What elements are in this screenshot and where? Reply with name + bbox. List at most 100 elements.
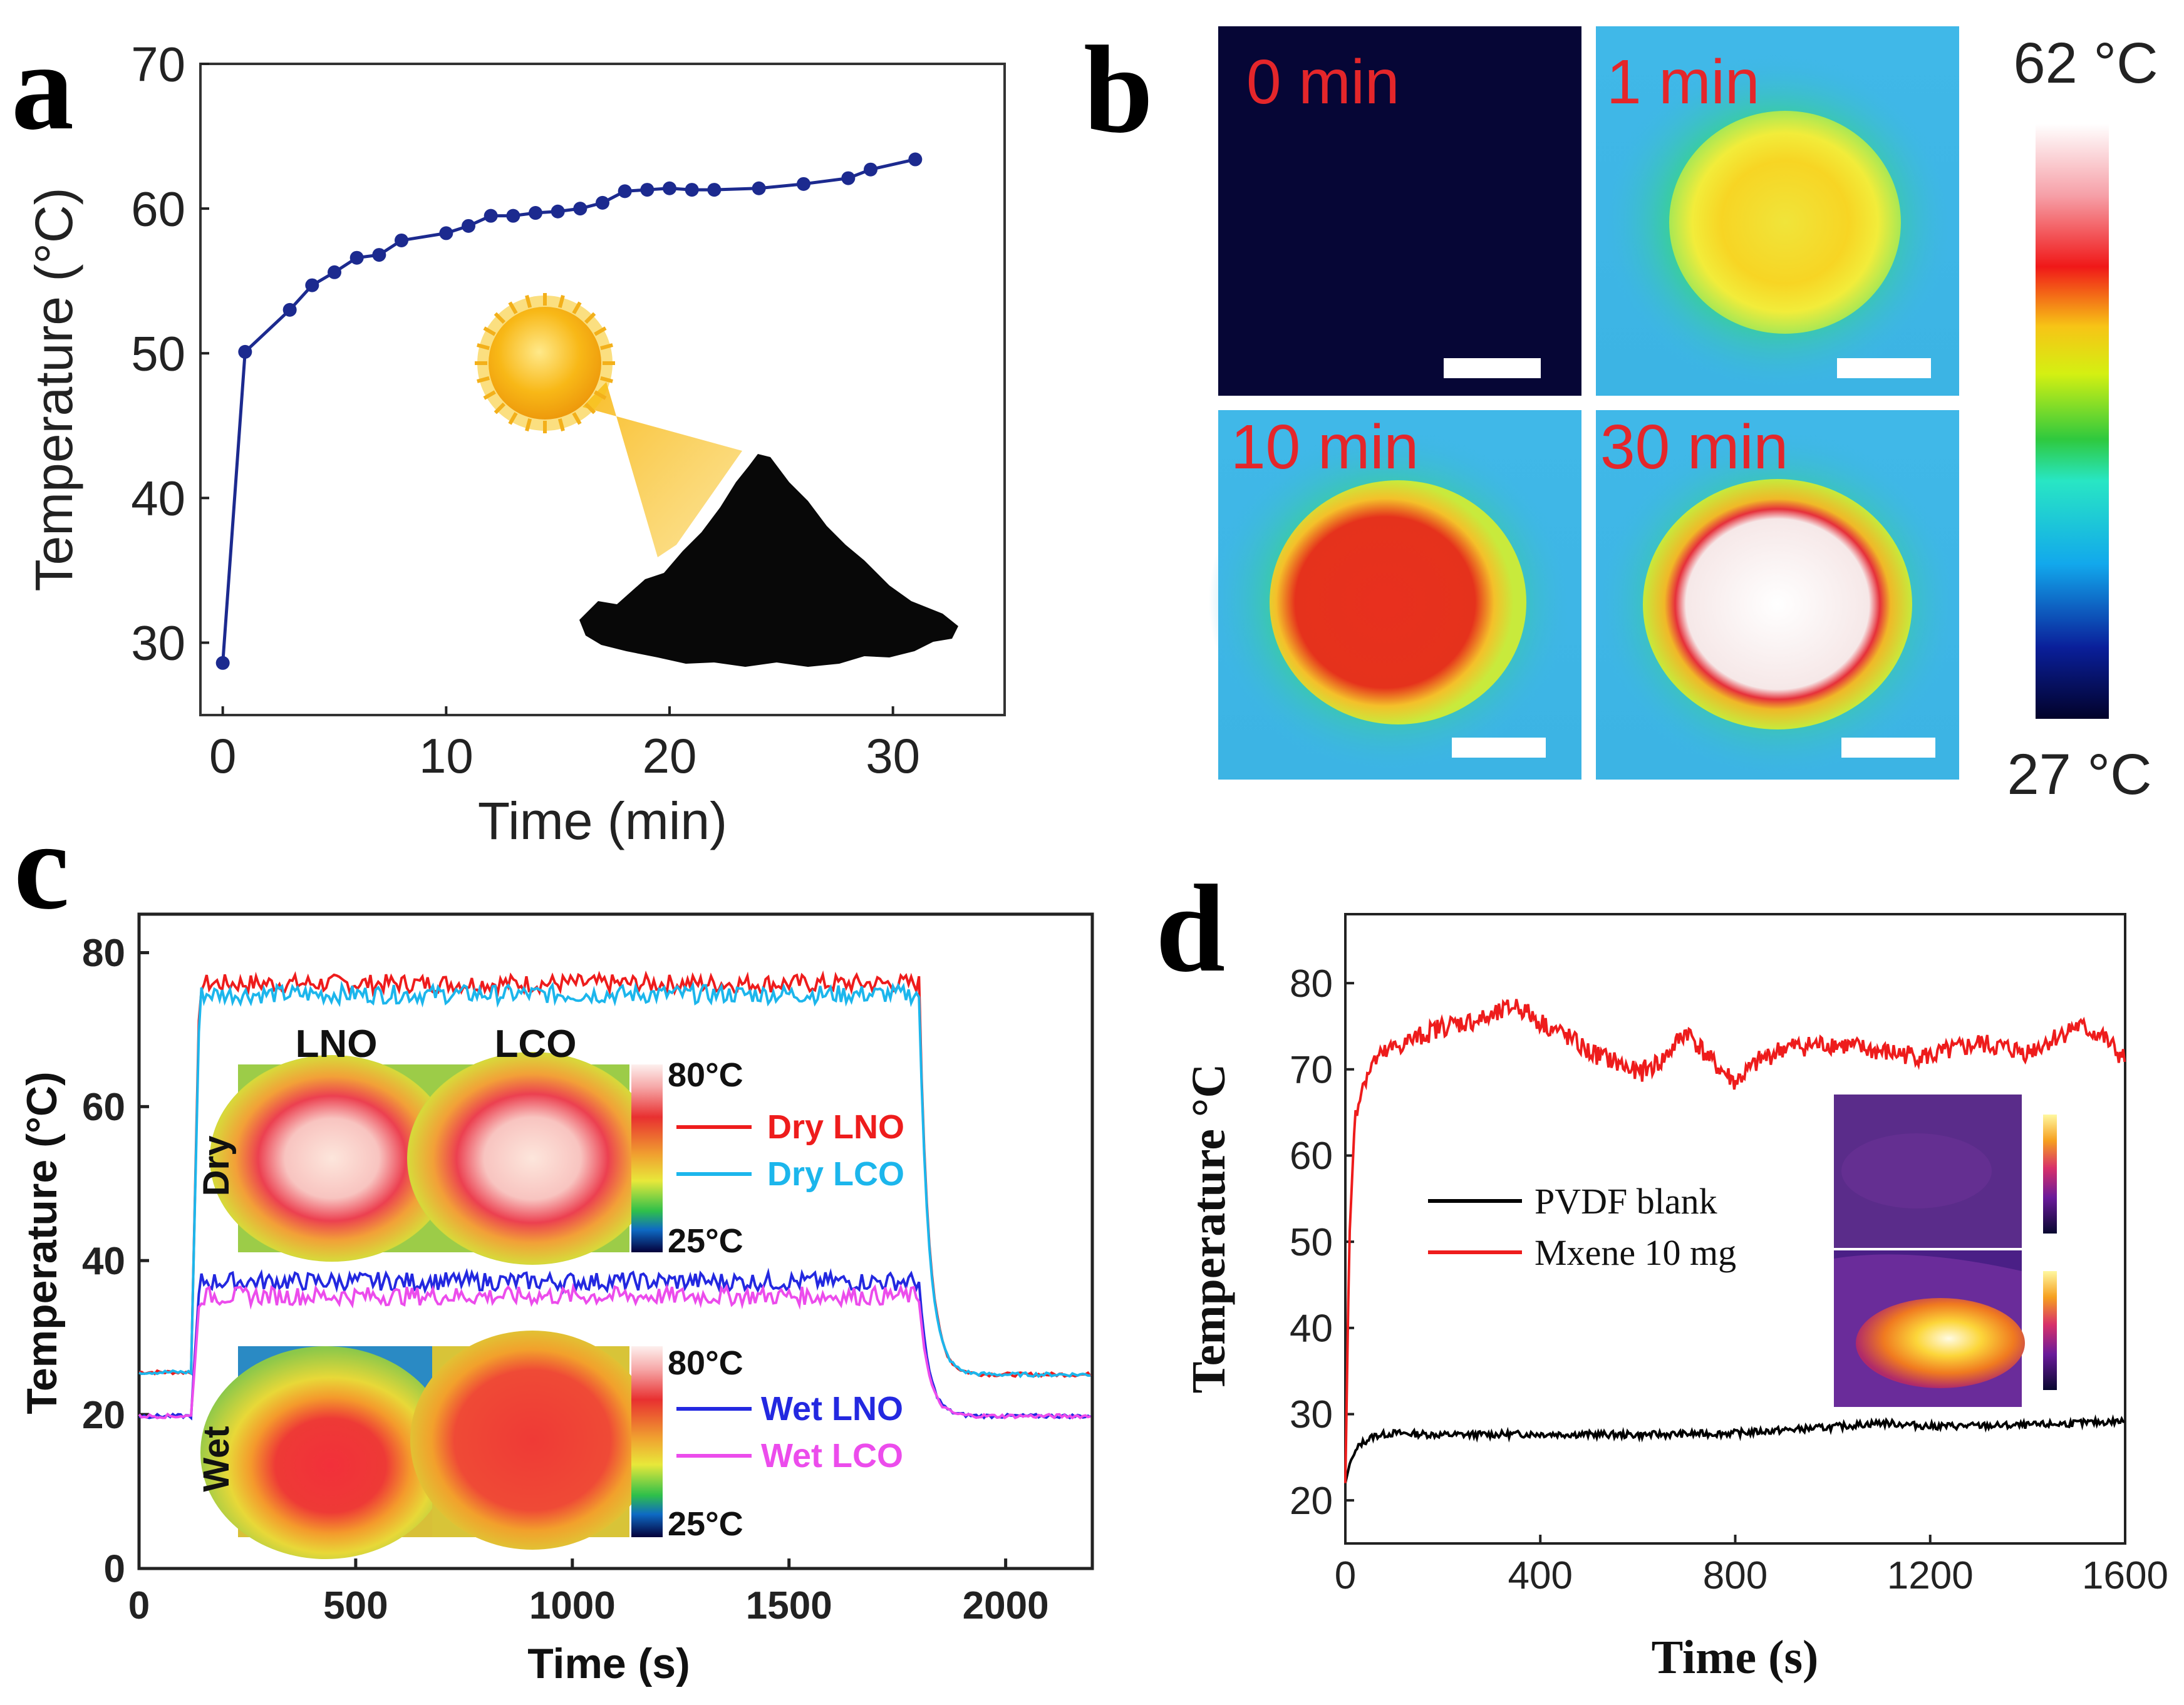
panel-c-xlabel: Time (s): [527, 1640, 690, 1687]
x-tick-label: 0: [1335, 1554, 1356, 1597]
y-tick-label: 40: [131, 471, 185, 526]
x-tick-label: 20: [643, 728, 697, 783]
x-tick-label: 2000: [963, 1584, 1049, 1627]
y-tick-label: 60: [1290, 1135, 1333, 1178]
data-point: [908, 152, 923, 167]
data-point: [685, 183, 699, 197]
x-tick-label: 0: [209, 728, 236, 783]
thermal-tile-10min: 10 min: [1209, 410, 1581, 780]
data-point: [506, 209, 520, 223]
series-line-wet-lco: [138, 1282, 1091, 1419]
panel-d-plot-area: [1344, 999, 2126, 1484]
data-point: [752, 181, 766, 195]
thermal-tile-0min: 0 min: [1218, 26, 1581, 396]
series-line-dry-lco: [138, 981, 1091, 1379]
legend-label-wet-lno: Wet LNO: [761, 1390, 903, 1428]
y-tick-label: 20: [82, 1394, 125, 1437]
data-point: [484, 209, 498, 223]
panel-d-inset-thermal: [1834, 1095, 2057, 1407]
inset-d-top-max: 75: [2063, 1121, 2083, 1140]
inset-dry-max-label: 80°C: [668, 1056, 743, 1094]
data-point: [215, 656, 230, 670]
panel-d-letter: d: [1156, 860, 1225, 998]
y-tick-label: 80: [1290, 962, 1333, 1006]
x-tick-label: 800: [1703, 1554, 1767, 1597]
panel-c-axes-frame: [137, 912, 1094, 1570]
inset-row-label-wet: Wet: [196, 1426, 237, 1491]
panel-c-letter: c: [14, 797, 70, 935]
powder-pile-icon: [579, 454, 958, 667]
series-line-mxene-10-mg: [1344, 999, 2126, 1483]
data-point: [618, 184, 632, 198]
data-point: [282, 302, 297, 317]
y-tick-label: 60: [131, 181, 185, 236]
inset-col-label-lco: LCO: [495, 1022, 577, 1066]
data-point: [328, 265, 341, 279]
panel-a-ticks: 0 10 20 30 30 40 50 60 70: [131, 36, 920, 783]
scale-bar: [1841, 738, 1935, 758]
thermal-colorbar: [2036, 124, 2109, 719]
tile-label-30min: 30 min: [1600, 412, 1788, 482]
inset-wet-max-label: 80°C: [668, 1344, 743, 1382]
y-tick-label: 50: [131, 326, 185, 381]
inset-col-label-lno: LNO: [296, 1022, 378, 1066]
x-tick-label: 400: [1508, 1554, 1573, 1597]
scale-bar: [1837, 358, 1931, 378]
data-point: [529, 206, 542, 220]
data-point: [238, 344, 252, 359]
legend-label-pvdf: PVDF blank: [1534, 1181, 1717, 1222]
inset-d-top-min: 22: [2063, 1229, 2083, 1249]
legend-label-dry-lno: Dry LNO: [767, 1108, 904, 1146]
panel-b: b 0 min 1 min 10 min 3: [1084, 21, 2158, 806]
panel-d-xlabel: Time (s): [1652, 1631, 1819, 1684]
legend-label-dry-lco: Dry LCO: [767, 1155, 904, 1193]
panel-a-letter: a: [11, 18, 74, 156]
y-tick-label: 80: [82, 932, 125, 975]
inset-wet-min-label: 25°C: [668, 1505, 743, 1543]
series-line-pvdf-blank: [1344, 1414, 2125, 1484]
inset-d-bottom-min: 22: [2063, 1387, 2083, 1406]
legend-label-mxene: Mxene 10 mg: [1534, 1232, 1736, 1273]
data-point: [707, 183, 722, 197]
data-point: [573, 202, 587, 216]
x-tick-label: 0: [128, 1584, 150, 1627]
colorbar-min-label: 27 °C: [2007, 743, 2151, 806]
y-tick-label: 30: [131, 616, 185, 671]
data-point: [372, 248, 386, 262]
panel-c-ticks: 0 500 1000 1500 2000 0 20 40 60 80: [82, 932, 1049, 1627]
x-tick-label: 30: [866, 728, 920, 783]
data-point: [797, 177, 810, 191]
data-point: [349, 250, 364, 265]
data-point: [640, 183, 655, 197]
legend-label-wet-lco: Wet LCO: [761, 1437, 903, 1475]
panel-c-ylabel: Temperature (°C): [18, 1071, 66, 1414]
colorbar-max-label: 62 °C: [2013, 31, 2158, 95]
tile-label-10min: 10 min: [1231, 412, 1419, 482]
tile-label-1min: 1 min: [1607, 47, 1760, 117]
data-point: [439, 226, 453, 240]
panel-d-ticks: 0 400 800 1200 1600 20 30 40 50 60 70 80: [1290, 962, 2168, 1597]
panel-c-inset-dry: [210, 1052, 663, 1265]
panel-a-axes-frame: [199, 63, 1006, 716]
data-point: [864, 162, 877, 177]
data-point: [841, 171, 856, 185]
panel-c-legend-wet: Wet LNO Wet LCO: [676, 1390, 903, 1475]
data-point: [462, 219, 475, 233]
panel-c: c 0 500 1000 1500 2000 0 20 40 60 80 LNO LCO Dry …: [14, 797, 1094, 1687]
x-tick-label: 1200: [1887, 1554, 1974, 1597]
panel-b-letter: b: [1084, 21, 1153, 159]
x-tick-label: 1000: [529, 1584, 616, 1627]
y-tick-label: 40: [82, 1240, 125, 1283]
x-tick-label: 1600: [2082, 1554, 2168, 1597]
x-tick-label: 500: [323, 1584, 388, 1627]
y-tick-label: 60: [82, 1086, 125, 1129]
panel-c-plot-area: [138, 970, 1092, 1421]
panel-c-legend-dry: Dry LNO Dry LCO: [676, 1108, 904, 1193]
y-tick-label: 0: [104, 1548, 125, 1591]
inset-dry-min-label: 25°C: [668, 1222, 743, 1260]
data-point: [596, 195, 609, 210]
thermal-tile-1min: 1 min: [1596, 26, 1959, 396]
inset-d-bottom-max: 75: [2063, 1257, 2083, 1277]
data-point: [663, 181, 676, 195]
